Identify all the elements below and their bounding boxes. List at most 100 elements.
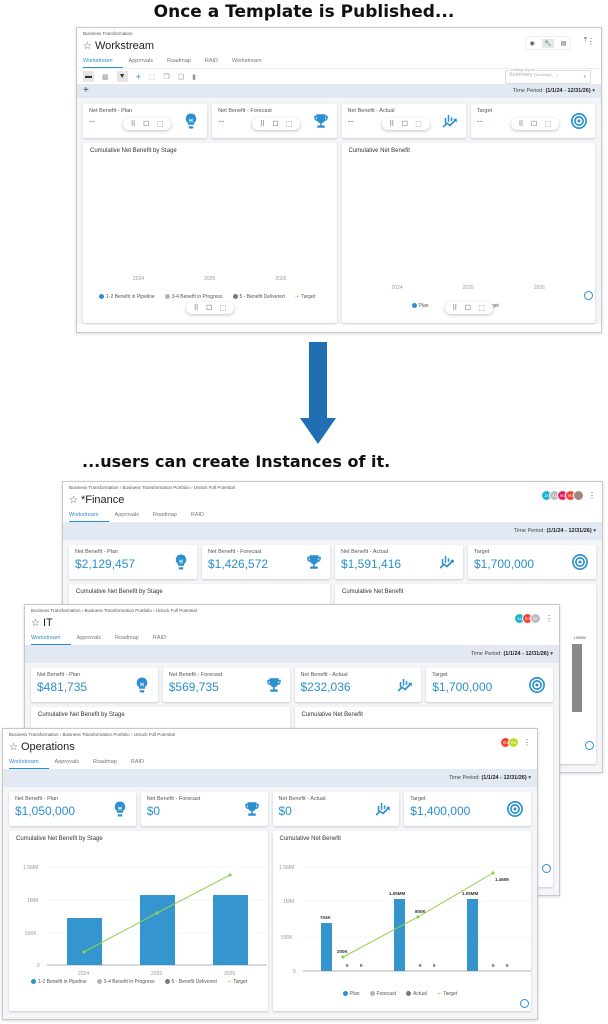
legend-item[interactable]: -•- Target bbox=[436, 991, 458, 997]
tab-approvals[interactable]: Approvals bbox=[114, 512, 140, 518]
kebab-menu-icon[interactable]: ⋮ bbox=[587, 37, 595, 46]
star-icon[interactable]: ☆ bbox=[31, 617, 40, 629]
widget-handle-toolbar[interactable]: ⠿ ☐ ⬚ bbox=[252, 118, 301, 130]
chart-net-benefit[interactable]: Cumulative Net Benefit 2024 2025 2026 Plan… bbox=[341, 143, 595, 323]
kpi-card-plan[interactable]: Net Benefit - Plan $481,735 bbox=[31, 668, 158, 702]
tab-approvals[interactable]: Approvals bbox=[76, 635, 102, 641]
widget-handle-toolbar[interactable]: ⠿ ☐ ⬚ bbox=[510, 118, 559, 130]
legend-item[interactable]: Actual bbox=[405, 991, 427, 997]
mode-toggle-group: ◉ 🔧 ▤ bbox=[525, 36, 571, 50]
tab-roadmap[interactable]: Roadmap bbox=[153, 512, 177, 518]
add-widget-icon[interactable]: + bbox=[83, 85, 89, 96]
editing-layout-select[interactable]: Editing layout Summary (Summary1_...) ▾ bbox=[505, 67, 591, 84]
pin-top-icon[interactable]: ⤒ bbox=[583, 37, 587, 44]
chevron-down-icon: ▾ bbox=[583, 74, 586, 80]
tab-approvals[interactable]: Approvals bbox=[54, 759, 80, 765]
kpi-card-target[interactable]: Target $1,700,000 bbox=[468, 545, 596, 579]
svg-text:800K: 800K bbox=[415, 909, 427, 914]
avatar[interactable]: ST bbox=[530, 613, 541, 624]
copy-icon[interactable]: ❐ bbox=[163, 73, 170, 81]
kpi-card-target[interactable]: Target $1,400,000 bbox=[404, 792, 531, 826]
time-period-selector[interactable]: Time Period: (1/1/24 - 12/31/26) ▾ bbox=[513, 528, 596, 534]
kebab-menu-icon[interactable]: ⋮ bbox=[523, 738, 531, 747]
tab-workstream[interactable]: Workstream bbox=[9, 757, 49, 769]
widget-handle-toolbar[interactable]: ⠿ ☐ ⬚ bbox=[186, 302, 234, 314]
legend-item[interactable]: Plan bbox=[342, 991, 360, 997]
kpi-card-forecast[interactable]: Net Benefit - Forecast $1,426,572 bbox=[202, 545, 330, 579]
breadcrumb[interactable]: Business Transformation bbox=[83, 31, 133, 36]
legend-item[interactable]: Forecast bbox=[369, 991, 396, 997]
kpi-card-actual[interactable]: Net Benefit - Actual $1,591,416 bbox=[335, 545, 463, 579]
kpi-card-actual[interactable]: Net Benefit - Actual -- ⠿ ☐ ⬚ bbox=[341, 104, 466, 138]
tab-raid[interactable]: RAID bbox=[204, 58, 219, 64]
chat-icon[interactable] bbox=[520, 999, 529, 1008]
tab-approvals[interactable]: Approvals bbox=[128, 58, 154, 64]
tab-roadmap[interactable]: Roadmap bbox=[93, 759, 117, 765]
kpi-card-actual[interactable]: Net Benefit - Actual $0 bbox=[272, 792, 400, 826]
legend-item[interactable]: 5 - Benefit Delivered bbox=[164, 979, 217, 985]
drag-handle-icon: ⠿ bbox=[130, 121, 136, 128]
tab-workstream[interactable]: Workstream bbox=[69, 510, 109, 522]
filter-icon[interactable]: ▼ bbox=[116, 71, 128, 82]
chart-by-stage[interactable]: Cumulative Net Benefit by Stage 1.5MM 1M… bbox=[9, 831, 268, 1011]
avatar-photo[interactable] bbox=[573, 490, 584, 501]
time-period-selector[interactable]: Time Period: (1/1/24 - 12/31/26) ▾ bbox=[448, 775, 531, 781]
kpi-card-forecast[interactable]: Net Benefit - Forecast -- ⠿ ☐ ⬚ bbox=[212, 104, 337, 138]
kpi-card-target[interactable]: Target $1,700,000 bbox=[426, 668, 553, 702]
kpi-card-forecast[interactable]: Net Benefit - Forecast $0 bbox=[140, 792, 268, 826]
chat-icon[interactable] bbox=[542, 864, 551, 873]
tab-roadmap[interactable]: Roadmap bbox=[167, 58, 191, 64]
kpi-card-target[interactable]: Target -- ⠿ ☐ ⬚ bbox=[470, 104, 595, 138]
svg-text:2025: 2025 bbox=[151, 971, 162, 977]
kpi-card-actual[interactable]: Net Benefit - Actual $232,036 bbox=[294, 668, 422, 702]
legend-item[interactable]: 3-4 Benefit in Progress bbox=[96, 979, 155, 985]
kpi-card-plan[interactable]: Net Benefit - Plan $1,050,000 bbox=[9, 792, 136, 826]
wrench-icon[interactable]: 🔧 bbox=[542, 38, 554, 48]
chat-icon[interactable] bbox=[584, 291, 593, 300]
legend-item[interactable]: -•- Target bbox=[226, 979, 248, 985]
star-icon[interactable]: ☆ bbox=[69, 494, 78, 506]
avatar-group: RG RA bbox=[500, 737, 519, 748]
chat-icon[interactable] bbox=[585, 741, 594, 750]
widget-handle-toolbar[interactable]: ⠿ ☐ ⬚ bbox=[123, 118, 171, 130]
widget-handle-toolbar[interactable]: ⠿ ☐ ⬚ bbox=[444, 302, 493, 314]
kpi-card-plan[interactable]: Net Benefit - Plan -- ⠿ ☐ ⬚ bbox=[83, 104, 208, 138]
database-icon[interactable]: ▤ bbox=[560, 40, 567, 47]
tab-raid[interactable]: RAID bbox=[190, 512, 205, 518]
star-icon[interactable]: ☆ bbox=[83, 40, 92, 52]
star-icon[interactable]: ☆ bbox=[9, 741, 18, 753]
time-period-selector[interactable]: Time Period: (1/1/24 - 12/31/26) ▾ bbox=[512, 88, 595, 94]
kpi-card-forecast[interactable]: Net Benefit - Forecast $569,735 bbox=[162, 668, 290, 702]
tab-workstream[interactable]: Workstream bbox=[31, 633, 71, 645]
duplicate-icon[interactable]: ❏ bbox=[177, 73, 185, 81]
page-title: ☆ *Finance bbox=[69, 494, 125, 506]
kpi-card-plan[interactable]: Net Benefit - Plan $2,129,457 bbox=[69, 545, 197, 579]
delete-icon[interactable]: ▮ bbox=[192, 73, 196, 81]
svg-text:704K: 704K bbox=[320, 915, 332, 920]
avatar[interactable]: RA bbox=[508, 737, 519, 748]
breadcrumb[interactable]: Business Transformation › Business Trans… bbox=[69, 485, 235, 490]
kebab-menu-icon[interactable]: ⋮ bbox=[588, 491, 596, 500]
tab-raid[interactable]: RAID bbox=[152, 635, 167, 641]
grid-view-icon[interactable]: ▦ bbox=[102, 73, 109, 81]
breadcrumb[interactable]: Business Transformation › Business Trans… bbox=[9, 732, 175, 737]
svg-text:0: 0 bbox=[346, 963, 349, 968]
tab-workstream[interactable]: Workstream bbox=[83, 56, 123, 68]
time-period-selector[interactable]: Time Period: (1/1/24 - 12/31/26) ▾ bbox=[470, 651, 553, 657]
page-title: ☆ IT bbox=[31, 617, 53, 629]
tab-raid[interactable]: RAID bbox=[130, 759, 145, 765]
layout-view-icon[interactable]: ▬ bbox=[83, 71, 94, 82]
chart-by-stage[interactable]: Cumulative Net Benefit by Stage 2024 2025… bbox=[83, 143, 337, 323]
legend-item[interactable]: 1-2 Benefit in Pipeline bbox=[31, 979, 87, 985]
add-icon[interactable]: + bbox=[135, 71, 141, 82]
drag-handle-icon: ⠿ bbox=[389, 121, 395, 128]
widget-handle-toolbar[interactable]: ⠿ ☐ ⬚ bbox=[381, 118, 430, 130]
breadcrumb[interactable]: Business Transformation › Business Trans… bbox=[31, 608, 197, 613]
kebab-menu-icon[interactable]: ⋮ bbox=[545, 614, 553, 623]
trend-chart-icon bbox=[397, 679, 412, 692]
tab-workstream-2[interactable]: Workstream bbox=[232, 58, 262, 64]
eye-icon[interactable]: ◉ bbox=[529, 40, 535, 47]
select-icon[interactable]: ⬚ bbox=[148, 73, 156, 81]
chart-net-benefit[interactable]: Cumulative Net Benefit 1.5MM 1MM 500K 0 bbox=[272, 831, 531, 1011]
tab-roadmap[interactable]: Roadmap bbox=[115, 635, 139, 641]
